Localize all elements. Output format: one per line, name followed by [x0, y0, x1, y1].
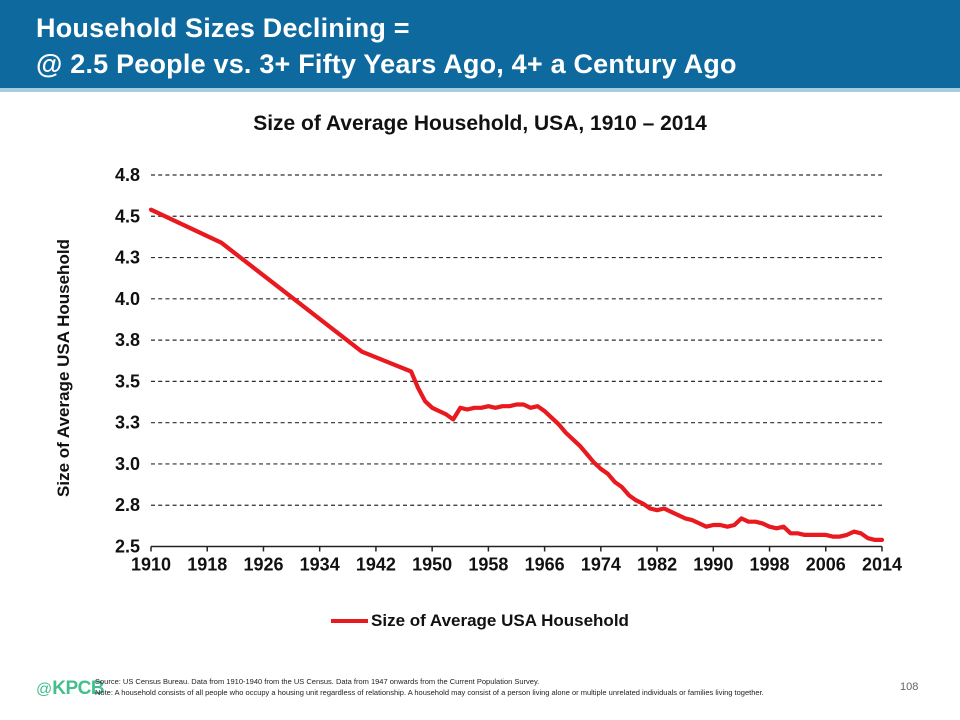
y-tick-label: 3.5	[115, 371, 140, 391]
chart-title: Size of Average Household, USA, 1910 – 2…	[253, 112, 707, 135]
y-tick-label: 4.8	[115, 165, 140, 185]
y-tick-label: 4.0	[115, 289, 140, 309]
y-tick-label: 3.3	[115, 413, 140, 433]
x-tick-label: 1942	[356, 555, 396, 575]
chart-legend: Size of Average USA Household	[0, 611, 960, 631]
x-tick-label: 1958	[468, 555, 508, 575]
source-text: Source: US Census Bureau. Data from 1910…	[95, 677, 540, 686]
kpcb-logo: @KPCB	[36, 678, 105, 700]
x-tick-label: 1990	[693, 555, 733, 575]
slide-footer: @KPCB Source: US Census Bureau. Data fro…	[0, 670, 960, 720]
source-block: Source: US Census Bureau. Data from 1910…	[95, 676, 885, 698]
x-tick-label: 1982	[637, 555, 677, 575]
x-tick-label: 1998	[750, 555, 790, 575]
x-tick-label: 1966	[525, 555, 565, 575]
y-axis-title: Size of Average USA Household	[54, 239, 73, 497]
x-tick-label: 1950	[412, 555, 452, 575]
y-tick-label: 4.5	[115, 206, 140, 226]
y-tick-label: 2.5	[115, 537, 140, 557]
x-tick-label: 2014	[862, 555, 902, 575]
y-tick-label: 4.3	[115, 248, 140, 268]
header-title-line1: Household Sizes Declining =	[36, 13, 410, 43]
slide-header: Household Sizes Declining = @ 2.5 People…	[0, 0, 960, 92]
x-tick-label: 1918	[187, 555, 227, 575]
x-tick-label: 1910	[131, 555, 171, 575]
legend-line-swatch	[331, 619, 369, 623]
kpcb-logo-name: KPCB	[52, 678, 105, 699]
x-tick-label: 1974	[581, 555, 621, 575]
x-tick-label: 2006	[806, 555, 846, 575]
x-tick-label: 1934	[300, 555, 340, 575]
x-tick-label: 1926	[243, 555, 283, 575]
y-tick-label: 2.8	[115, 495, 140, 515]
header-title-line2: @ 2.5 People vs. 3+ Fifty Years Ago, 4+ …	[36, 49, 737, 79]
legend-label: Size of Average USA Household	[371, 611, 629, 630]
data-line	[148, 207, 885, 543]
page-number: 108	[900, 681, 919, 693]
kpcb-logo-at: @	[36, 681, 53, 698]
y-tick-label: 3.8	[115, 330, 140, 350]
y-tick-label: 3.0	[115, 454, 140, 474]
note-text: Note: A household consists of all people…	[95, 688, 764, 697]
